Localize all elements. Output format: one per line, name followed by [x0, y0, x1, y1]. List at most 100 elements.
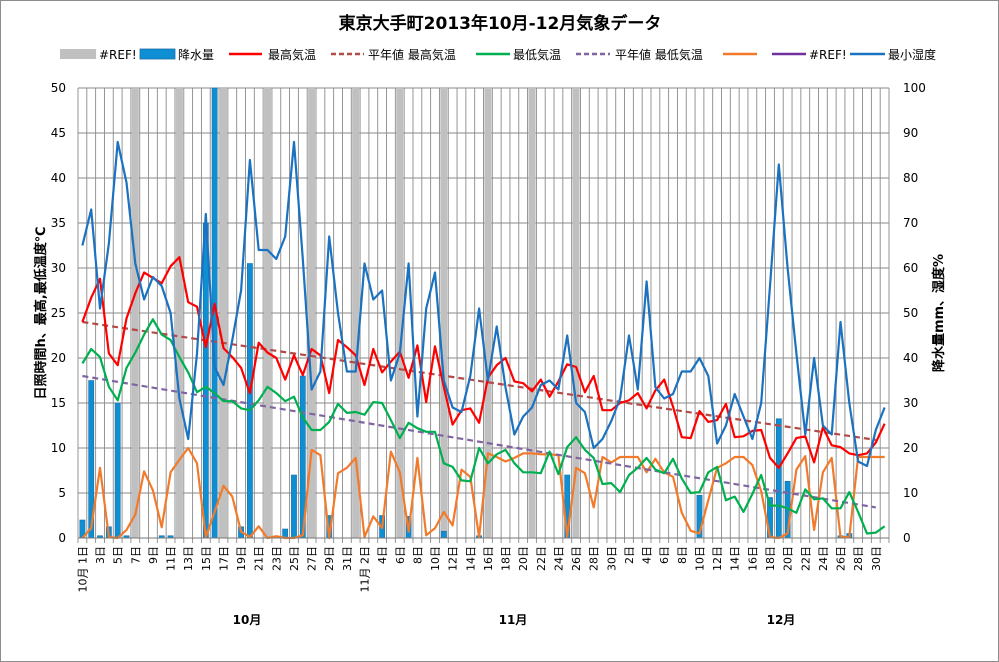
x-tick-label: 14日	[464, 546, 477, 571]
x-tick-label: 4日	[641, 546, 654, 564]
ref-bar	[308, 88, 316, 538]
ref-bar	[175, 88, 183, 538]
x-tick-label: 30日	[605, 546, 618, 571]
left-tick-label: 25	[51, 306, 66, 320]
right-tick-label: 10	[903, 486, 918, 500]
x-tick-label: 12日	[711, 546, 724, 571]
x-tick-label: 10日	[693, 546, 706, 571]
right-tick-label: 50	[903, 306, 918, 320]
x-tick-label: 7日	[129, 546, 142, 564]
legend-item-normal-max-temp: 平年値 最高気温	[331, 47, 456, 62]
right-tick-label: 100	[903, 81, 926, 95]
legend-item-precipitation: 降水量	[139, 48, 214, 62]
x-tick-label: 31日	[341, 546, 354, 571]
x-tick-label: 20日	[517, 546, 530, 571]
x-tick-label: 26日	[835, 546, 848, 571]
right-tick-label: 80	[903, 171, 918, 185]
precipitation-bar	[114, 402, 121, 539]
x-tick-label: 24日	[552, 546, 565, 571]
x-tick-label: 6日	[658, 546, 671, 564]
right-tick-label: 90	[903, 126, 918, 140]
x-tick-label: 4日	[376, 546, 389, 564]
legend-swatch-precipitation	[139, 48, 176, 60]
normal-min-temp-line	[82, 374, 876, 509]
month-label-oct: 10月	[233, 613, 262, 627]
x-tick-label: 22日	[799, 546, 812, 571]
x-tick-label: 17日	[217, 546, 230, 571]
x-tick-label: 27日	[306, 546, 319, 571]
x-tick-label: 30日	[870, 546, 883, 571]
x-tick-label: 11月 2日	[358, 546, 371, 593]
left-axis-title: 日照時間h、最高,最低温度℃	[33, 227, 49, 400]
ref-bar	[572, 88, 580, 538]
legend-label-ref-bar: #REF!	[99, 48, 137, 62]
x-tick-label: 12日	[447, 546, 460, 571]
precipitation-bar	[775, 418, 782, 539]
x-tick-label: 25日	[288, 546, 301, 571]
left-tick-label: 35	[51, 216, 66, 230]
legend-label-normal-max-temp: 平年値 最高気温	[368, 47, 456, 62]
x-tick-label: 2日	[623, 546, 636, 564]
x-tick-label: 24日	[817, 546, 830, 571]
x-tick-label: 6日	[394, 546, 407, 564]
x-tick-label: 16日	[482, 546, 495, 571]
ref-bar	[352, 88, 360, 538]
left-tick-label: 15	[51, 396, 66, 410]
legend-item-ref-line: #REF!	[772, 48, 847, 62]
precipitation-bar	[202, 222, 209, 539]
legend-item-min-temp: 最低気温	[476, 47, 561, 62]
ref-bar	[528, 88, 536, 538]
right-tick-label: 70	[903, 216, 918, 230]
right-tick-label: 60	[903, 261, 918, 275]
legend: #REF! 降水量 最高気温 平年値 最高気温 最低気温 平年値 最低気温 #R…	[60, 47, 936, 62]
left-tick-label: 20	[51, 351, 66, 365]
x-tick-label: 23日	[270, 546, 283, 571]
legend-swatch-ref-bar	[60, 49, 96, 59]
legend-label-ref-line: #REF!	[809, 48, 847, 62]
x-tick-label: 9日	[147, 546, 160, 564]
right-tick-label: 30	[903, 396, 918, 410]
normal-max-temp-line	[82, 320, 876, 441]
x-tick-label: 26日	[570, 546, 583, 571]
min-humidity-line	[81, 140, 886, 468]
min-temp-line	[81, 318, 886, 535]
right-axis-title: 降水量mm、湿度%	[931, 254, 947, 372]
precipitation-bar	[246, 263, 253, 539]
legend-item-normal-min-temp: 平年値 最低気温	[576, 47, 703, 62]
x-tick-label: 10日	[429, 546, 442, 571]
legend-label-normal-min-temp: 平年値 最低気温	[615, 47, 703, 62]
max-temp-line	[81, 256, 886, 469]
left-tick-label: 0	[58, 531, 66, 545]
x-tick-label: 8日	[411, 546, 424, 564]
x-tick-label: 19日	[235, 546, 248, 571]
ref-bar	[484, 88, 492, 538]
x-tick-label: 14日	[729, 546, 742, 571]
x-tick-label: 18日	[764, 546, 777, 571]
legend-label-min-humidity: 最小湿度	[888, 47, 936, 62]
bar-marks	[79, 87, 853, 539]
x-tick-label: 8日	[676, 546, 689, 564]
chart-title: 東京大手町2013年10月-12月気象データ	[339, 13, 662, 34]
x-tick-label: 21日	[253, 546, 266, 571]
x-tick-label: 22日	[535, 546, 548, 571]
legend-item-max-temp: 最高気温	[229, 47, 316, 62]
legend-item-min-humidity: 最小湿度	[850, 47, 936, 62]
line-marks	[81, 140, 886, 540]
left-tick-label: 10	[51, 441, 66, 455]
ref-bar	[219, 88, 227, 538]
x-tick-label: 18日	[500, 546, 513, 571]
ref-bar	[264, 88, 272, 538]
x-tick-label: 11日	[165, 546, 178, 571]
x-tick-label: 29日	[323, 546, 336, 571]
x-tick-label: 20日	[782, 546, 795, 571]
x-tick-label: 15日	[200, 546, 213, 571]
x-tick-label: 13日	[182, 546, 195, 571]
legend-label-max-temp: 最高気温	[268, 47, 316, 62]
plot-grid	[77, 87, 890, 539]
left-tick-label: 45	[51, 126, 66, 140]
left-tick-label: 40	[51, 171, 66, 185]
right-tick-label: 0	[903, 531, 911, 545]
x-tick-label: 28日	[852, 546, 865, 571]
legend-item-ref-bar: #REF!	[60, 48, 137, 62]
